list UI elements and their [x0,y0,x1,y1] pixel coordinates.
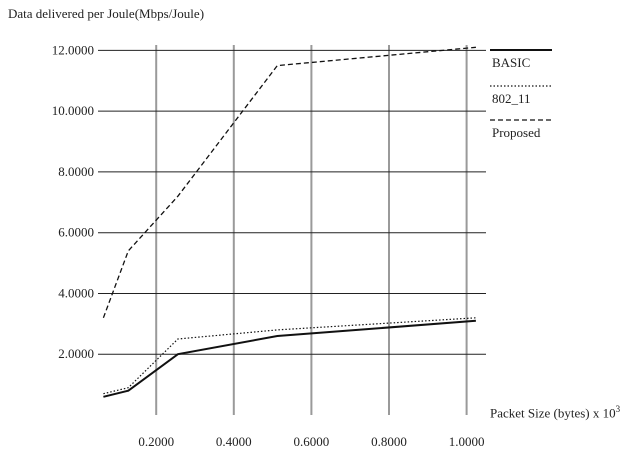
y-tick-label-5: 10.0000 [52,103,94,118]
x-tick-label-1: 0.2000 [138,434,174,449]
series-line-basic [103,319,476,398]
y-tick-label-2: 4.0000 [58,285,94,300]
x-tick-label-5: 1.0000 [449,434,485,449]
x-axis-title-exponent: 3 [615,404,621,414]
y-tick-label-6: 12.0000 [52,42,94,57]
y-axis-title: Data delivered per Joule(Mbps/Joule) [8,6,205,21]
series-line-802-11 [103,317,476,395]
x-tick-label-3: 0.6000 [294,434,330,449]
y-tick-label-1: 2.0000 [58,346,94,361]
y-tick-label-3: 6.0000 [58,225,94,240]
series-line-proposed [102,46,476,319]
x-axis-title: Packet Size (bytes) x 103 [490,404,620,421]
legend-label-basic: BASIC [492,55,530,70]
legend-label-proposed: Proposed [492,125,541,140]
legend-label-802-11: 802_11 [492,91,531,106]
x-tick-label-4: 0.8000 [371,434,407,449]
x-tick-label-2: 0.4000 [216,434,252,449]
x-axis-title-text: Packet Size (bytes) x 10 [490,405,616,421]
y-tick-label-4: 8.0000 [58,164,94,179]
